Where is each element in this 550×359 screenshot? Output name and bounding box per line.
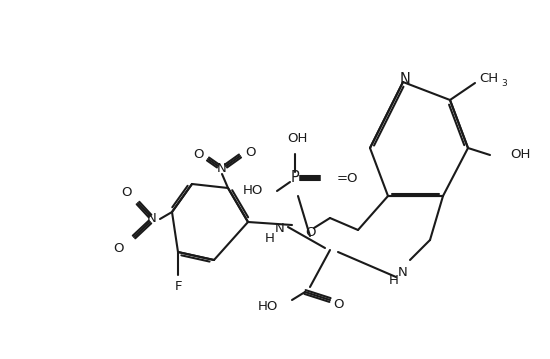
- Text: N: N: [398, 266, 408, 280]
- Text: O: O: [121, 186, 131, 200]
- Text: H: H: [265, 232, 275, 244]
- Text: OH: OH: [287, 131, 307, 145]
- Text: CH: CH: [480, 71, 498, 84]
- Text: O: O: [113, 242, 123, 256]
- Text: O: O: [334, 298, 344, 312]
- Text: O: O: [245, 145, 255, 159]
- Text: HO: HO: [257, 300, 278, 313]
- Text: HO: HO: [243, 183, 263, 196]
- Text: O: O: [192, 149, 204, 162]
- Text: N: N: [399, 73, 410, 88]
- Text: P: P: [290, 171, 299, 186]
- Text: N: N: [275, 222, 285, 234]
- Text: =O: =O: [337, 172, 359, 185]
- Text: N: N: [147, 213, 157, 225]
- Text: F: F: [174, 280, 182, 293]
- Text: OH: OH: [510, 149, 530, 162]
- Text: H: H: [389, 275, 399, 288]
- Text: O: O: [305, 225, 315, 238]
- Text: N: N: [217, 162, 227, 174]
- Text: 3: 3: [501, 79, 507, 88]
